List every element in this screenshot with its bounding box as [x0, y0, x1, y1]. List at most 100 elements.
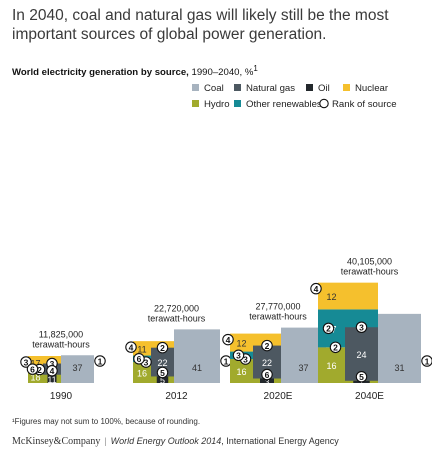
legend-rank-marker [319, 98, 329, 109]
total-value-2040E: 40,105,000 [347, 257, 392, 267]
rank-number-nuclear-2012: 4 [129, 342, 134, 352]
value-label-oil-2040E: 1 [359, 378, 364, 388]
rank-marker-hydro-2040E [329, 341, 342, 354]
rank-number-nuclear-2040E: 4 [314, 284, 319, 294]
mckinsey-logo-text: McKinsey&Company [12, 436, 101, 447]
total-unit-1990: terawatt-hours [32, 339, 90, 349]
rank-marker-natural-gas-2020E [261, 339, 273, 352]
total-value-2020E: 27,770,000 [255, 302, 300, 312]
rank-marker-other-renewables-2012 [133, 353, 145, 365]
rank-marker-natural-gas-2040E [355, 321, 368, 333]
rank-marker-oil-2040E [355, 371, 368, 383]
legend-swatch-nuclear [343, 84, 350, 91]
legend-swatch-hydro [192, 100, 199, 107]
chart-subtitle: World electricity generation by source, … [12, 64, 258, 78]
rank-marker-other-renewables-1990 [26, 363, 39, 375]
rank-marker-oil-1990 [46, 364, 58, 377]
value-label-nuclear-2020E: 12 [236, 339, 246, 349]
value-label-coal-1990: 37 [72, 363, 82, 373]
value-label-hydro-2020E: 16 [236, 367, 246, 377]
rank-marker-coal-1990 [94, 355, 106, 367]
bar-coal-2040E [378, 313, 421, 383]
rank-marker-nuclear-1990 [20, 356, 32, 368]
legend-swatch-natural_gas [234, 84, 241, 91]
value-label-oil-2020E: 3 [264, 377, 269, 387]
rank-number-oil-2012: 5 [160, 368, 165, 378]
value-label-natural-gas-2012: 22 [157, 358, 167, 368]
rank-number-hydro-2012: 3 [144, 357, 149, 367]
rank-marker-coal-2040E [421, 355, 432, 367]
value-label-nuclear-2012: 11 [137, 344, 146, 354]
rank-number-natural-gas-1990: 3 [50, 359, 55, 369]
rank-marker-oil-2020E [261, 368, 273, 381]
source-rest: , International Energy Agency [221, 436, 339, 446]
rank-number-coal-2012: 1 [224, 356, 229, 366]
bar-coal-1990 [61, 355, 94, 383]
legend-label-other_renewables: Other renewables [246, 99, 322, 110]
legend-label-natural_gas: Natural gas [246, 83, 295, 94]
rank-number-coal-2040E: 1 [425, 356, 430, 366]
rank-number-hydro-2020E: 3 [243, 354, 248, 364]
credit-separator: | [104, 436, 107, 446]
total-unit-2012: terawatt-hours [148, 313, 206, 323]
total-value-2012: 22,720,000 [154, 303, 199, 313]
legend-label-nuclear: Nuclear [355, 83, 389, 94]
rank-number-other-renewables-2040E: 2 [326, 324, 331, 334]
bar-coal-2012 [174, 329, 220, 383]
value-label-coal-2040E: 31 [394, 363, 404, 373]
bar-oil-1990 [47, 374, 57, 383]
legend-label-oil: Oil [318, 83, 330, 94]
rank-marker-other-renewables-2020E [232, 349, 245, 362]
total-unit-2040E: terawatt-hours [341, 267, 399, 277]
bar-natural_gas-2012 [151, 347, 174, 377]
legend-swatch-coal [192, 84, 199, 91]
source-title: World Energy Outlook 2014 [110, 436, 222, 446]
legend-swatch-other_renewables [234, 100, 241, 107]
bar-nuclear-2040E [318, 282, 378, 310]
rank-marker-natural-gas-2012 [156, 341, 169, 354]
rank-number-nuclear-1990: 3 [24, 357, 29, 367]
total-value-1990: 11,825,000 [39, 329, 83, 339]
credit-line: McKinsey&Company | World Energy Outlook 20… [12, 436, 339, 447]
rank-number-other-renewables-2020E: 3 [236, 351, 241, 361]
rank-number-hydro-1990: 2 [37, 365, 42, 375]
rank-number-hydro-2040E: 2 [333, 343, 338, 353]
rank-number-oil-2040E: 5 [359, 372, 364, 382]
rank-marker-oil-2012 [156, 366, 169, 379]
legend-swatch-oil [306, 84, 313, 91]
footnote: ¹Figures may not sum to 100%, because of… [12, 417, 201, 426]
value-label-hydro-2012: 16 [137, 369, 147, 379]
value-label-nuclear-1990: 17 [30, 358, 40, 368]
legend-label-hydro: Hydro [204, 99, 230, 110]
category-label-2040E: 2040E [355, 391, 384, 402]
value-label-nuclear-2040E: 12 [326, 292, 336, 302]
rank-number-nuclear-2020E: 4 [226, 335, 231, 345]
value-label-hydro-2040E: 16 [326, 361, 336, 371]
rank-marker-nuclear-2040E [310, 282, 322, 295]
rank-number-natural-gas-2020E: 2 [265, 341, 270, 351]
headline: In 2040, coal and natural gas will likel… [12, 7, 389, 43]
rank-number-other-renewables-1990: 6 [30, 364, 35, 374]
value-label-oil-1990: 11 [47, 375, 56, 385]
value-label-natural-gas-2020E: 22 [262, 358, 272, 368]
value-label-oil-2012: 5 [160, 376, 165, 386]
rank-number-coal-1990: 1 [98, 356, 103, 366]
rank-number-natural-gas-2040E: 3 [359, 323, 364, 333]
rank-number-oil-2020E: 6 [265, 370, 270, 380]
value-label-coal-2020E: 37 [298, 363, 308, 373]
rank-marker-nuclear-2020E [222, 333, 234, 346]
bar-oil-2012 [156, 376, 169, 383]
total-unit-2020E: terawatt-hours [249, 312, 307, 322]
category-label-2020E: 2020E [264, 391, 293, 402]
rank-marker-other-renewables-2040E [322, 322, 335, 335]
subtitle-rest: 1990–2040, % [188, 67, 254, 79]
subtitle-main: World electricity generation by source, [12, 67, 189, 79]
category-label-2012: 2012 [165, 391, 188, 402]
value-label-hydro-1990: 18 [30, 372, 40, 382]
category-label-1990: 1990 [50, 391, 73, 402]
legend-label-coal: Coal [204, 83, 224, 94]
rank-number-oil-1990: 4 [50, 366, 55, 376]
rank-number-other-renewables-2012: 6 [137, 354, 142, 364]
value-label-coal-2012: 41 [192, 363, 202, 373]
